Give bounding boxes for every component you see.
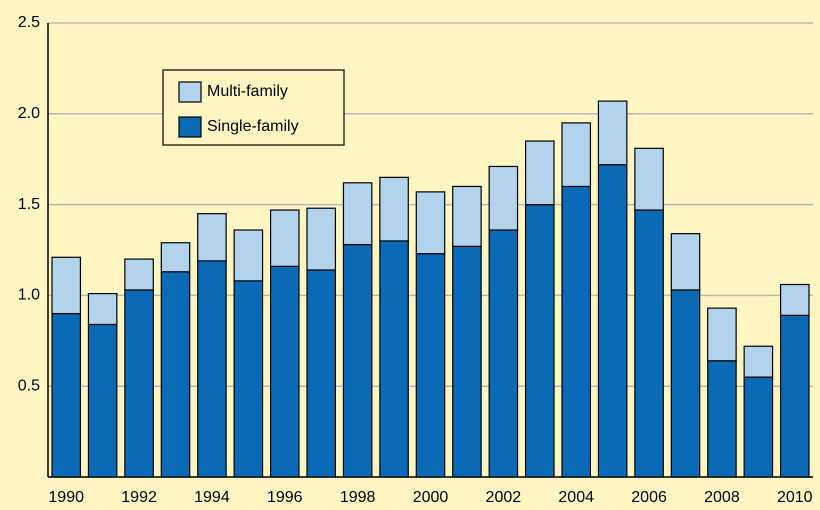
bar-segment xyxy=(124,289,154,478)
x-tick-label: 1996 xyxy=(267,489,303,506)
legend-swatch xyxy=(178,116,202,138)
x-tick-label: 1998 xyxy=(340,489,376,506)
x-tick-label: 2006 xyxy=(631,489,667,506)
bar-segment xyxy=(561,185,592,478)
x-tick-label: 1994 xyxy=(194,489,230,506)
bar-segment xyxy=(379,176,409,242)
bar-segment xyxy=(51,256,82,315)
bar-segment xyxy=(779,314,810,478)
bar-segment xyxy=(488,229,519,478)
legend-swatch xyxy=(178,81,202,103)
bar-segment xyxy=(634,209,664,478)
bar-segment xyxy=(707,360,737,478)
bar-segment xyxy=(415,253,446,478)
x-tick-label: 2010 xyxy=(777,489,813,506)
bar-segment xyxy=(634,147,664,211)
bar-segment xyxy=(524,204,555,478)
bar-segment xyxy=(670,289,701,478)
y-tick-label: 0.5 xyxy=(18,377,40,394)
bar-segment xyxy=(160,242,191,273)
bar-segment xyxy=(306,207,337,271)
bar-segment xyxy=(670,233,701,291)
bar-segment xyxy=(452,185,482,247)
y-tick-label: 2.5 xyxy=(18,14,40,31)
x-tick-label: 1990 xyxy=(48,489,84,506)
bar-segment xyxy=(197,213,227,262)
bar-segment xyxy=(233,229,264,282)
bar-segment xyxy=(597,100,628,166)
bar-segment xyxy=(743,345,774,378)
y-tick-label: 1.5 xyxy=(18,196,40,213)
y-tick-label: 2.0 xyxy=(18,105,40,122)
x-tick-label: 2004 xyxy=(558,489,594,506)
x-tick-label: 2002 xyxy=(486,489,522,506)
bar-segment xyxy=(160,271,191,478)
bar-segment xyxy=(124,258,154,291)
y-tick-label: 1.0 xyxy=(18,287,40,304)
bar-segment xyxy=(779,283,810,316)
bar-segment xyxy=(452,245,482,478)
bar-segment xyxy=(342,182,373,246)
bar-segment xyxy=(233,280,264,478)
bar-segment xyxy=(524,140,555,206)
bar-segment xyxy=(707,307,737,362)
bar-segment xyxy=(306,269,337,478)
bar-segment xyxy=(415,191,446,255)
bar-segment xyxy=(379,240,409,478)
x-tick-label: 1992 xyxy=(121,489,157,506)
legend-label: Multi-family xyxy=(207,83,288,100)
legend-label: Single-family xyxy=(207,118,299,135)
x-tick-label: 2008 xyxy=(704,489,740,506)
bar-segment xyxy=(488,165,519,231)
bar-segment xyxy=(597,164,628,478)
bar-segment xyxy=(269,209,300,267)
bar-segment xyxy=(87,323,118,478)
bar-segment xyxy=(51,312,82,478)
bar-segment xyxy=(342,243,373,478)
bar-segment xyxy=(743,376,774,478)
bar-segment xyxy=(197,260,227,478)
x-tick-label: 2000 xyxy=(413,489,449,506)
bar-segment xyxy=(269,265,300,478)
bar-segment xyxy=(87,292,118,326)
bar-segment xyxy=(561,122,592,188)
